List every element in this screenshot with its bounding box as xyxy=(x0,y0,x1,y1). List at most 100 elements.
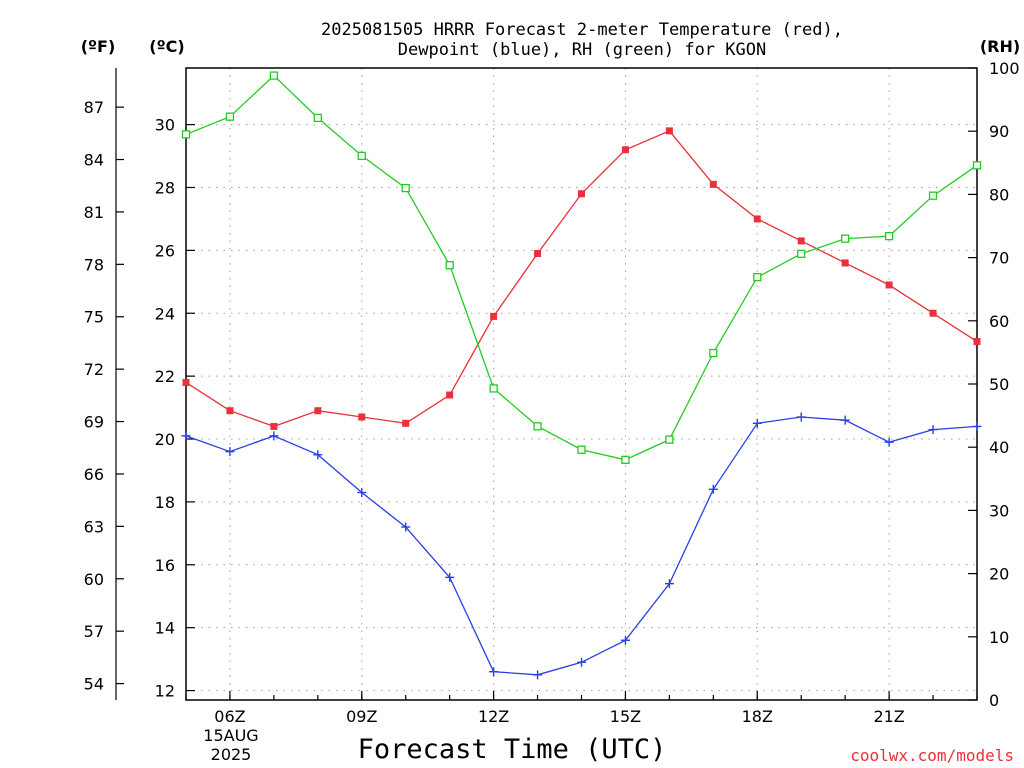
temperature-point xyxy=(490,312,498,320)
grid xyxy=(186,68,977,700)
fahrenheit-tick-label: 84 xyxy=(84,151,104,170)
rh-point xyxy=(797,249,806,258)
rh-point xyxy=(533,422,542,431)
temperature-point xyxy=(270,422,278,430)
dewpoint-point xyxy=(269,431,279,441)
rh-point xyxy=(357,151,366,160)
x-axis-ticks: 06Z 09Z 12Z 15Z 18Z 21Z xyxy=(185,691,978,726)
temperature-point xyxy=(402,419,410,427)
fahrenheit-tick-label: 57 xyxy=(84,622,104,641)
fahrenheit-tick-label: 54 xyxy=(84,675,104,694)
credit-link[interactable]: coolwx.com/models xyxy=(850,746,1014,765)
series-layer xyxy=(181,71,982,680)
x-tick-label: 21Z xyxy=(873,707,904,726)
x-tick-label: 09Z xyxy=(346,707,377,726)
celsius-tick-label: 18 xyxy=(155,493,175,512)
temperature-point xyxy=(358,413,366,421)
rh-tick-label: 50 xyxy=(989,375,1009,394)
dewpoint-point xyxy=(796,412,806,422)
temperature-point xyxy=(446,391,454,399)
rh-point xyxy=(577,445,586,454)
celsius-tick-label: 26 xyxy=(155,241,175,260)
rh-tick-label: 30 xyxy=(989,501,1009,520)
rh-point xyxy=(709,348,718,358)
temperature-point xyxy=(929,309,937,317)
rh-tick-label: 20 xyxy=(989,565,1009,584)
rh-point xyxy=(269,71,279,80)
rh-tick-label: 10 xyxy=(989,628,1009,647)
celsius-tick-label: 20 xyxy=(155,430,175,449)
fahrenheit-axis-ticks: 54 57 60 63 66 69 72 75 78 81 84 87 xyxy=(84,98,124,694)
rh-axis-label: (RH) xyxy=(980,37,1020,56)
dewpoint-point xyxy=(401,522,411,532)
dewpoint-point xyxy=(972,421,982,431)
dewpoint-point xyxy=(489,667,499,677)
rh-point xyxy=(884,231,894,241)
rh-axis-ticks: 0 10 20 30 40 50 60 70 80 90 100 xyxy=(968,59,1020,710)
x-tick-label: 12Z xyxy=(478,707,509,726)
celsius-tick-label: 16 xyxy=(155,556,175,575)
chart-title-line2: Dewpoint (blue), RH (green) for KGON xyxy=(398,40,766,60)
rh-tick-label: 60 xyxy=(989,312,1009,331)
celsius-tick-label: 24 xyxy=(155,304,175,323)
x-tick-label: 06Z xyxy=(214,707,245,726)
rh-point xyxy=(753,273,762,282)
dewpoint-point xyxy=(181,431,191,441)
rh-point xyxy=(621,455,630,464)
dewpoint-point xyxy=(577,657,586,667)
temperature-point xyxy=(314,407,322,415)
temperature-point xyxy=(226,407,234,415)
temperature-point xyxy=(797,237,805,245)
rh-point xyxy=(313,113,322,123)
dewpoint-point xyxy=(620,635,630,645)
celsius-tick-label: 22 xyxy=(155,367,175,386)
rh-point xyxy=(928,191,938,200)
rh-point xyxy=(445,261,454,270)
rh-tick-label: 40 xyxy=(989,438,1009,457)
rh-point xyxy=(225,112,235,121)
dewpoint-point xyxy=(708,484,718,494)
rh-tick-label: 70 xyxy=(989,249,1009,268)
celsius-tick-label: 30 xyxy=(155,116,175,135)
dewpoint-point xyxy=(445,572,455,582)
rh-point xyxy=(665,435,674,444)
temperature-point xyxy=(709,180,717,188)
chart-title-line1: 2025081505 HRRR Forecast 2-meter Tempera… xyxy=(321,20,843,40)
dewpoint-point xyxy=(664,579,674,589)
temperature-point xyxy=(885,281,893,289)
series-temperature xyxy=(182,127,981,430)
fahrenheit-tick-label: 78 xyxy=(84,255,104,274)
celsius-axis-ticks: 12 14 16 18 20 22 24 26 28 30 xyxy=(155,116,195,701)
fahrenheit-tick-label: 60 xyxy=(84,570,104,589)
temperature-point xyxy=(973,338,981,346)
rh-point xyxy=(972,161,982,170)
temperature-point xyxy=(182,378,190,386)
dewpoint-point xyxy=(928,425,938,435)
fahrenheit-tick-label: 63 xyxy=(84,517,104,536)
fahrenheit-tick-label: 81 xyxy=(84,203,104,222)
dewpoint-point xyxy=(225,447,235,457)
dewpoint-point xyxy=(357,487,367,497)
dewpoint-point xyxy=(533,670,543,680)
x-tick-label: 18Z xyxy=(742,707,773,726)
dewpoint-point xyxy=(884,437,894,447)
celsius-tick-label: 12 xyxy=(155,682,175,701)
temperature-point xyxy=(534,250,542,258)
fahrenheit-tick-label: 69 xyxy=(84,413,104,432)
fahrenheit-tick-label: 72 xyxy=(84,360,104,379)
fahrenheit-tick-label: 66 xyxy=(84,465,104,484)
temperature-point xyxy=(841,259,849,267)
fahrenheit-tick-label: 75 xyxy=(84,308,104,327)
series-rh xyxy=(181,71,982,464)
dewpoint-point xyxy=(752,418,762,428)
rh-point xyxy=(401,183,410,193)
dewpoint-point xyxy=(313,450,323,460)
temperature-point xyxy=(753,215,761,223)
x-tick-label: 15Z xyxy=(610,707,641,726)
temperature-point xyxy=(665,127,673,135)
celsius-tick-label: 14 xyxy=(155,619,175,638)
temperature-point xyxy=(578,190,585,198)
temperature-point xyxy=(621,146,629,154)
